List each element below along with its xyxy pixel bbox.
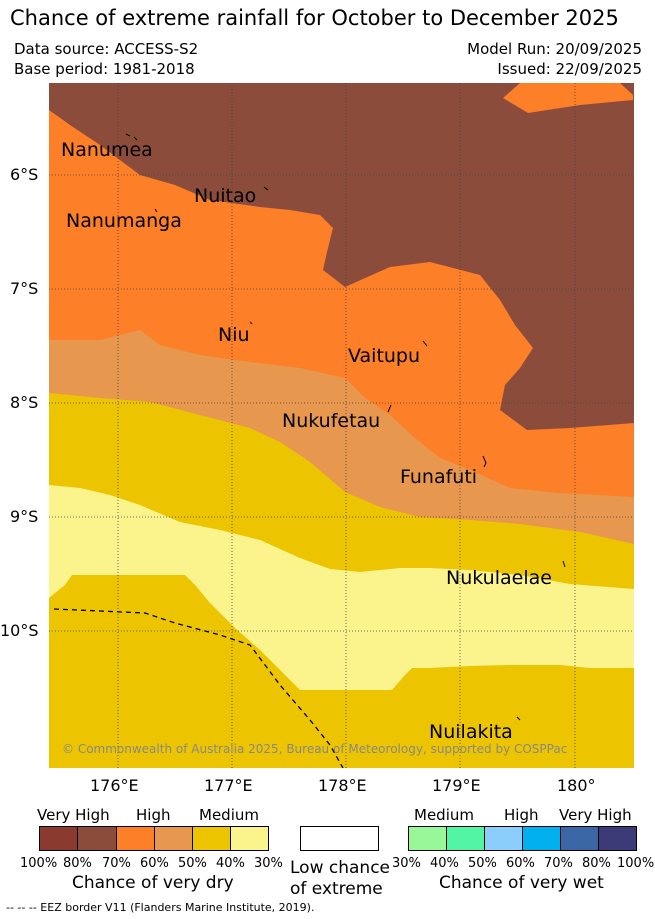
wet-swatch-5 [560,826,599,851]
dry-caption: Chance of very dry [72,873,234,893]
wet-pct-80: 80% [582,856,611,871]
dry-swatch-3 [116,826,155,851]
wet-category-medium: Medium [414,806,474,824]
wet-swatch-3 [484,826,523,851]
dry-category-high: High [136,806,171,824]
low-dry-zone [49,485,634,690]
map-title: Chance of extreme rainfall for October t… [10,6,619,30]
wet-category-very-high: Very High [559,806,632,824]
lon-label-179e: 179°E [432,776,481,795]
island-label-nanumea: Nanumea [61,139,153,161]
dry-pct-70: 70% [102,856,131,871]
dry-swatch-6 [230,826,269,851]
island-markers [125,133,566,721]
wet-pct-60: 60% [506,856,535,871]
low-chance-caption-line1: Low chance [290,858,390,878]
wet-pct-100: 100% [617,856,655,871]
wet-swatch-2 [446,826,485,851]
dry-swatch-1 [39,826,78,851]
dry-pct-40: 40% [216,856,245,871]
issued-date: Issued: 22/09/2025 [497,60,642,78]
lat-label-6s: 6°S [10,165,39,184]
dry-swatch-5 [192,826,231,851]
wet-pct-50: 50% [468,856,497,871]
low-chance-caption-line2: of extreme [290,879,383,899]
model-run: Model Run: 20/09/2025 [467,40,642,58]
dry-pct-30: 30% [254,856,283,871]
data-source: Data source: ACCESS-S2 [14,40,199,58]
dry-swatch-4 [154,826,193,851]
lat-label-8s: 8°S [10,393,39,412]
dry-pct-100: 100% [20,856,58,871]
lon-label-178e: 178°E [318,776,367,795]
lon-label-180: 180° [557,776,596,795]
lat-label-7s: 7°S [10,279,39,298]
rainfall-map [49,83,634,769]
island-label-nukulaelae: Nukulaelae [446,567,552,589]
island-label-niu: Niu [218,324,250,346]
eez-footnote: -- -- -- EEZ border V11 (Flanders Marine… [6,901,315,914]
high-dry-patch [503,83,633,113]
island-label-nanumanga: Nanumanga [66,210,182,232]
lon-label-177e: 177°E [204,776,253,795]
graticule [49,83,634,768]
island-label-nuilakita: Nuilakita [429,721,513,743]
wet-swatch-1 [408,826,447,851]
island-label-vaitupu: Vaitupu [348,345,421,367]
wet-category-high: High [504,806,539,824]
copyright-notice: © Commonwealth of Australia 2025, Bureau… [62,742,568,756]
dry-pct-50: 50% [178,856,207,871]
island-label-nukufetau: Nukufetau [282,410,381,432]
wet-swatch-4 [522,826,561,851]
lat-label-9s: 9°S [10,507,39,526]
dry-pct-60: 60% [140,856,169,871]
island-label-nuitao: Nuitao [194,185,257,207]
lat-label-10s: 10°S [0,621,39,640]
dry-swatch-2 [77,826,117,851]
low-chance-swatch [300,826,379,851]
wet-pct-30: 30% [392,856,421,871]
wet-swatch-6 [598,826,637,851]
dry-category-medium: Medium [199,806,259,824]
wet-pct-40: 40% [430,856,459,871]
dry-pct-80: 80% [63,856,92,871]
wet-caption: Chance of very wet [439,873,604,893]
dry-category-very-high: Very High [37,806,110,824]
base-period: Base period: 1981-2018 [14,60,195,78]
wet-pct-70: 70% [544,856,573,871]
island-label-funafuti: Funafuti [400,466,478,488]
lon-label-176e: 176°E [90,776,139,795]
